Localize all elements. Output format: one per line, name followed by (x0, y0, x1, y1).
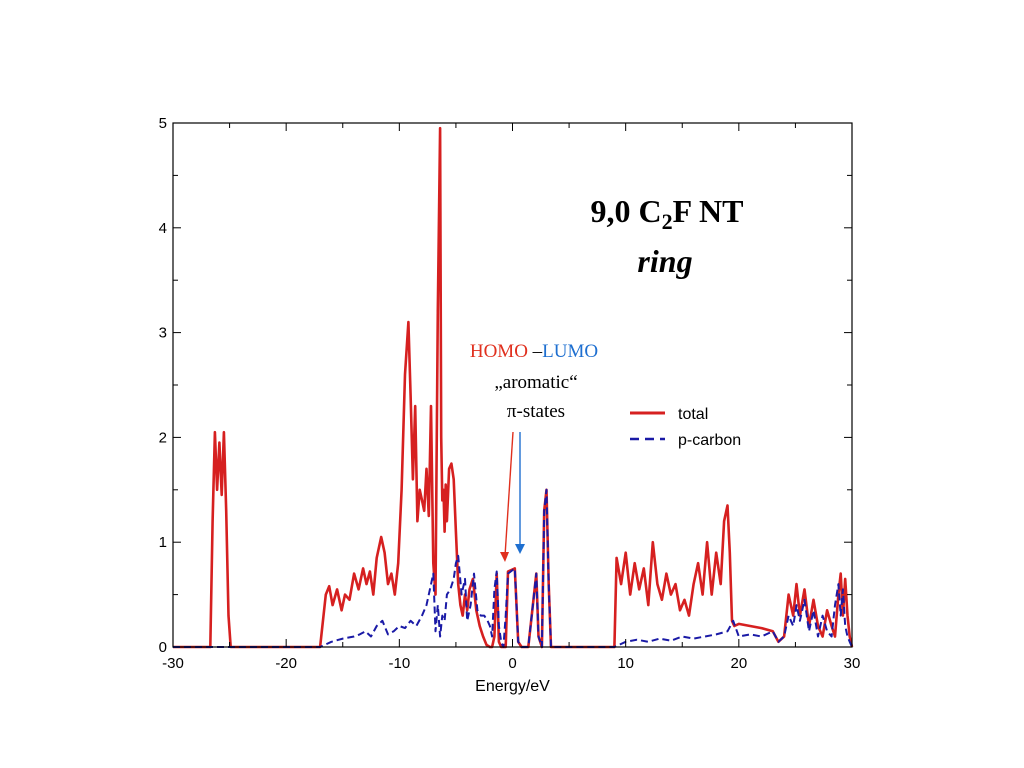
homo-lumo-annotation: HOMO –LUMO „aromatic“ π-states (470, 341, 598, 562)
series-line-p-carbon (173, 488, 853, 648)
y-tick-label: 0 (159, 639, 167, 656)
homo-arrowhead (500, 552, 509, 562)
pi-states-label: π-states (507, 401, 565, 422)
aromatic-label: „aromatic“ (494, 372, 577, 393)
axis-ticks: -30 -20 -10 0 10 20 30 0 1 2 3 4 5 (159, 115, 861, 672)
title-main: 9,0 C2F NT (591, 193, 744, 234)
x-tick-label: 0 (508, 655, 516, 672)
x-tick-label: 20 (730, 655, 747, 672)
homo-lumo-label: HOMO –LUMO (470, 341, 598, 362)
legend-p-carbon-label: p-carbon (678, 432, 741, 449)
x-tick-label: 30 (844, 655, 861, 672)
x-axis-title: Energy/eV (475, 678, 550, 695)
series-line-total (173, 126, 854, 649)
legend: total p-carbon (630, 406, 741, 449)
x-tick-label: -20 (275, 655, 297, 672)
x-tick-label: 10 (617, 655, 634, 672)
chart-title: 9,0 C2F NT ring (591, 193, 744, 279)
y-tick-label: 2 (159, 429, 167, 446)
legend-total-label: total (678, 406, 708, 423)
lumo-arrowhead (515, 544, 525, 554)
y-tick-label: 3 (159, 325, 167, 342)
y-tick-label: 1 (159, 534, 167, 551)
x-tick-label: -30 (162, 655, 184, 672)
homo-arrow (504, 431, 514, 557)
y-tick-label: 5 (159, 115, 167, 132)
x-tick-label: -10 (388, 655, 410, 672)
title-subtitle: ring (637, 243, 692, 279)
plot-area (173, 126, 854, 649)
y-tick-label: 4 (159, 220, 167, 237)
